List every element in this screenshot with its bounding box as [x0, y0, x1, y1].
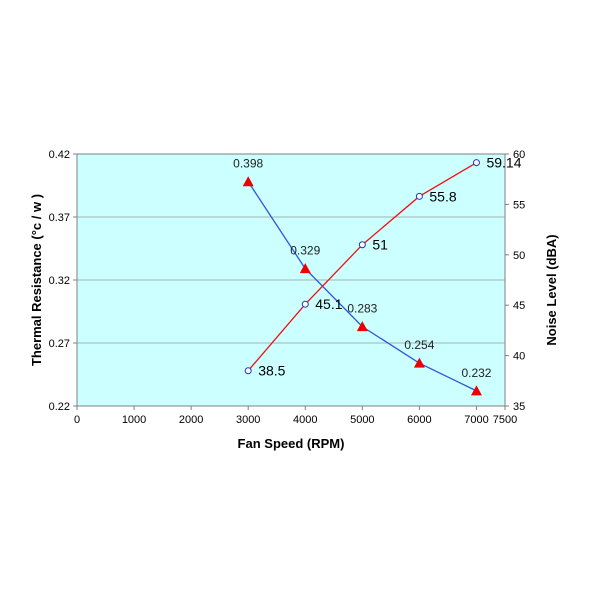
y-tick-label: 0.37: [49, 212, 70, 224]
noise-level-label: 38.5: [258, 363, 285, 379]
thermal-resistance-label: 0.398: [233, 157, 263, 171]
noise-level-point: [415, 192, 423, 200]
x-axis-ticks: 0 1000 2000 3000 4000 5000 6000 7000 7500: [74, 406, 517, 426]
thermal-resistance-point: [356, 321, 368, 332]
y-tick-label: 0.27: [49, 338, 70, 350]
thermal-resistance-label: 0.283: [347, 302, 377, 316]
noise-level-point: [301, 300, 309, 308]
y-tick-label: 0.42: [49, 149, 70, 161]
y2-tick-label: 55: [513, 199, 525, 211]
noise-level-point: [358, 241, 366, 249]
x-tick-label: 6000: [407, 414, 431, 426]
noise-level-label: 51: [372, 237, 388, 253]
noise-level-point: [244, 367, 252, 375]
x-tick-label: 5000: [350, 414, 374, 426]
y-tick-label: 0.22: [49, 401, 70, 413]
thermal-resistance-label: 0.329: [290, 244, 320, 258]
x-tick-label: 2000: [179, 414, 203, 426]
thermal-resistance-label: 0.254: [404, 338, 434, 352]
y2-tick-label: 50: [513, 250, 525, 262]
x-tick-label: 7000: [464, 414, 488, 426]
y-axis-ticks: 0.22 0.27 0.32 0.37 0.42: [49, 149, 77, 413]
y2-axis-ticks: 35 40 45 50 55 60: [505, 149, 525, 413]
thermal-resistance-point: [470, 385, 482, 396]
x-axis-title: Fan Speed (RPM): [238, 436, 345, 451]
x-tick-label: 3000: [236, 414, 260, 426]
y2-axis-title: Noise Level (dBA): [544, 234, 559, 345]
thermal-resistance-point: [242, 176, 254, 187]
x-tick-label: 7500: [493, 414, 517, 426]
y-axis-title: Thermal Resistance (°c / w ): [29, 194, 44, 366]
noise-level-label: 45.1: [315, 296, 342, 312]
y2-tick-label: 60: [513, 149, 525, 161]
x-tick-label: 0: [74, 414, 80, 426]
thermal-resistance-label: 0.232: [461, 366, 491, 380]
y2-tick-label: 40: [513, 351, 525, 363]
x-tick-label: 4000: [293, 414, 317, 426]
noise-level-point: [472, 159, 480, 167]
thermal-resistance-point: [299, 263, 311, 274]
y-tick-label: 0.32: [49, 275, 70, 287]
gridlines: [77, 216, 505, 344]
x-tick-label: 1000: [122, 414, 146, 426]
y2-tick-label: 35: [513, 401, 525, 413]
thermal-resistance-point: [413, 357, 425, 368]
y2-tick-label: 45: [513, 300, 525, 312]
data-labels: 0.398 0.329 0.283 0.254 0.232 38.5 45.1 51 55.8 5…: [233, 155, 522, 380]
series-markers: [242, 159, 482, 396]
noise-level-label: 55.8: [429, 188, 456, 204]
noise-level-label: 59.14: [486, 155, 521, 171]
